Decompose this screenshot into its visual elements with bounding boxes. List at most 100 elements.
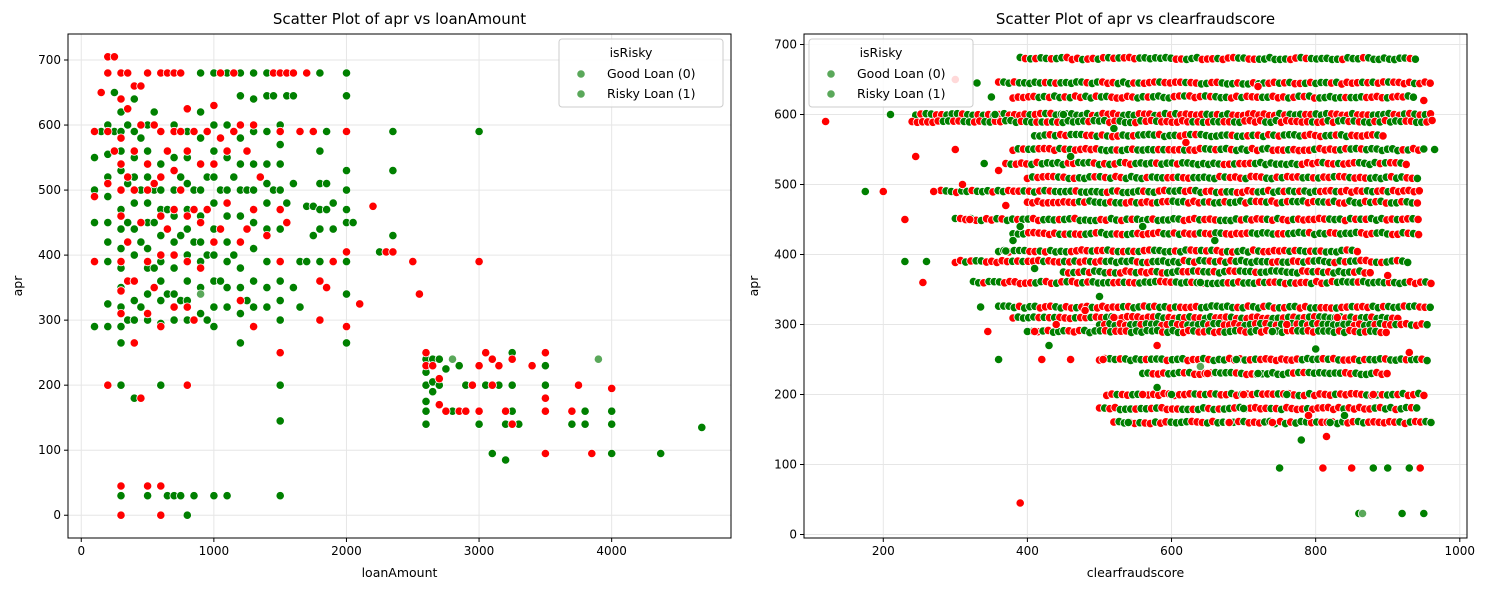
good-loan-point bbox=[196, 133, 206, 143]
good-loan-point bbox=[209, 491, 219, 501]
legend-entry: Risky Loan (1) bbox=[857, 86, 946, 101]
legend-marker bbox=[826, 69, 836, 79]
good-loan-point bbox=[975, 302, 986, 312]
risky-loan-point bbox=[189, 126, 199, 137]
good-loan-point bbox=[143, 491, 153, 501]
good-loan-point bbox=[275, 491, 285, 501]
risky-loan-point bbox=[461, 406, 471, 416]
good-loan-point bbox=[1357, 508, 1368, 519]
good-loan-point bbox=[1267, 326, 1278, 337]
good-loan-point bbox=[282, 198, 292, 208]
good-loan-point bbox=[103, 299, 113, 309]
good-loan-point bbox=[169, 289, 179, 299]
risky-loan-point bbox=[434, 400, 444, 410]
good-loan-point bbox=[540, 380, 551, 390]
good-loan-point bbox=[328, 198, 338, 208]
risky-loan-point bbox=[209, 159, 219, 169]
good-loan-point bbox=[209, 198, 219, 208]
risky-loan-point bbox=[116, 94, 126, 104]
risky-loan-point bbox=[507, 354, 517, 364]
risky-loan-point bbox=[103, 380, 113, 390]
good-loan-point bbox=[474, 419, 484, 429]
good-loan-point bbox=[222, 256, 232, 267]
risky-loan-point bbox=[1352, 247, 1363, 257]
legend-marker bbox=[576, 89, 586, 99]
risky-loan-point bbox=[1414, 186, 1424, 196]
risky-loan-point bbox=[182, 104, 192, 114]
good-loan-point bbox=[275, 224, 285, 234]
risky-loan-point bbox=[123, 172, 133, 182]
good-loan-point bbox=[103, 237, 113, 247]
x-tick-label: 2000 bbox=[331, 544, 362, 558]
y-tick-label: 100 bbox=[38, 443, 61, 457]
good-loan-point bbox=[421, 406, 431, 416]
risky-loan-point bbox=[1368, 389, 1378, 400]
risky-loan-point bbox=[222, 146, 232, 156]
good-loan-point bbox=[149, 263, 159, 273]
good-loan-point bbox=[421, 419, 431, 429]
good-loan-point bbox=[388, 126, 398, 137]
good-loan-point bbox=[143, 289, 153, 299]
good-loan-point bbox=[428, 387, 438, 397]
risky-loan-point bbox=[567, 406, 577, 416]
good-loan-point bbox=[143, 198, 153, 208]
risky-loan-point bbox=[143, 308, 153, 319]
risky-loan-point bbox=[820, 116, 831, 127]
risky-loan-point bbox=[1224, 417, 1234, 428]
good-loan-point bbox=[487, 448, 497, 459]
series-risky bbox=[820, 74, 1429, 508]
good-loan-point bbox=[222, 185, 232, 195]
legend: isRisky Good Loan (0) Risky Loan (1) bbox=[558, 38, 724, 108]
good-loan-point bbox=[1404, 463, 1414, 473]
good-loan-point bbox=[986, 92, 997, 102]
good-loan-point bbox=[1109, 123, 1119, 134]
good-loan-point bbox=[262, 282, 272, 293]
risky-loan-point bbox=[1267, 417, 1278, 428]
risky-loan-point bbox=[507, 419, 517, 429]
risky-loan-point bbox=[116, 185, 126, 195]
risky-loan-point bbox=[169, 250, 179, 260]
good-loan-point bbox=[169, 263, 179, 273]
good-loan-point bbox=[1044, 340, 1054, 351]
risky-loan-point bbox=[282, 218, 292, 228]
risky-loan-point bbox=[929, 186, 939, 197]
good-loan-point bbox=[308, 231, 318, 241]
x-tick-label: 600 bbox=[1160, 544, 1183, 558]
risky-loan-point bbox=[209, 100, 219, 111]
series-legend_marker bbox=[196, 289, 604, 364]
risky-loan-point bbox=[1030, 326, 1040, 337]
good-loan-point bbox=[993, 354, 1004, 365]
good-loan-point bbox=[434, 354, 444, 364]
good-loan-point bbox=[196, 308, 206, 319]
y-tick-label: 100 bbox=[774, 458, 797, 472]
risky-loan-point bbox=[182, 256, 192, 267]
good-loan-point bbox=[328, 224, 338, 234]
good-loan-point bbox=[1231, 354, 1242, 365]
good-loan-point bbox=[1408, 92, 1419, 102]
legend-entry: Risky Loan (1) bbox=[607, 86, 696, 101]
good-loan-point bbox=[421, 396, 431, 406]
good-loan-point bbox=[1325, 417, 1335, 428]
risky-loan-point bbox=[235, 237, 245, 247]
risky-loan-point bbox=[1415, 463, 1425, 473]
risky-loan-point bbox=[215, 133, 226, 143]
good-loan-point bbox=[1166, 389, 1177, 400]
good-loan-point bbox=[209, 120, 219, 130]
good-loan-point bbox=[116, 491, 126, 501]
risky-loan-point bbox=[1381, 327, 1391, 337]
good-loan-point bbox=[1030, 263, 1040, 274]
good-loan-point bbox=[143, 146, 153, 156]
risky-loan-point bbox=[487, 354, 497, 364]
risky-loan-point bbox=[918, 277, 928, 288]
good-loan-point bbox=[169, 315, 179, 325]
legend-box bbox=[808, 38, 974, 108]
good-loan-point bbox=[348, 218, 358, 228]
good-loan-point bbox=[1296, 435, 1306, 445]
y-tick-label: 700 bbox=[38, 53, 61, 67]
risky-loan-point bbox=[1378, 131, 1388, 141]
risky-loan-point bbox=[242, 224, 252, 234]
good-loan-point bbox=[1426, 417, 1436, 428]
y-tick-label: 600 bbox=[774, 108, 797, 122]
risky-loan-point bbox=[262, 231, 272, 241]
good-loan-point bbox=[235, 282, 245, 293]
